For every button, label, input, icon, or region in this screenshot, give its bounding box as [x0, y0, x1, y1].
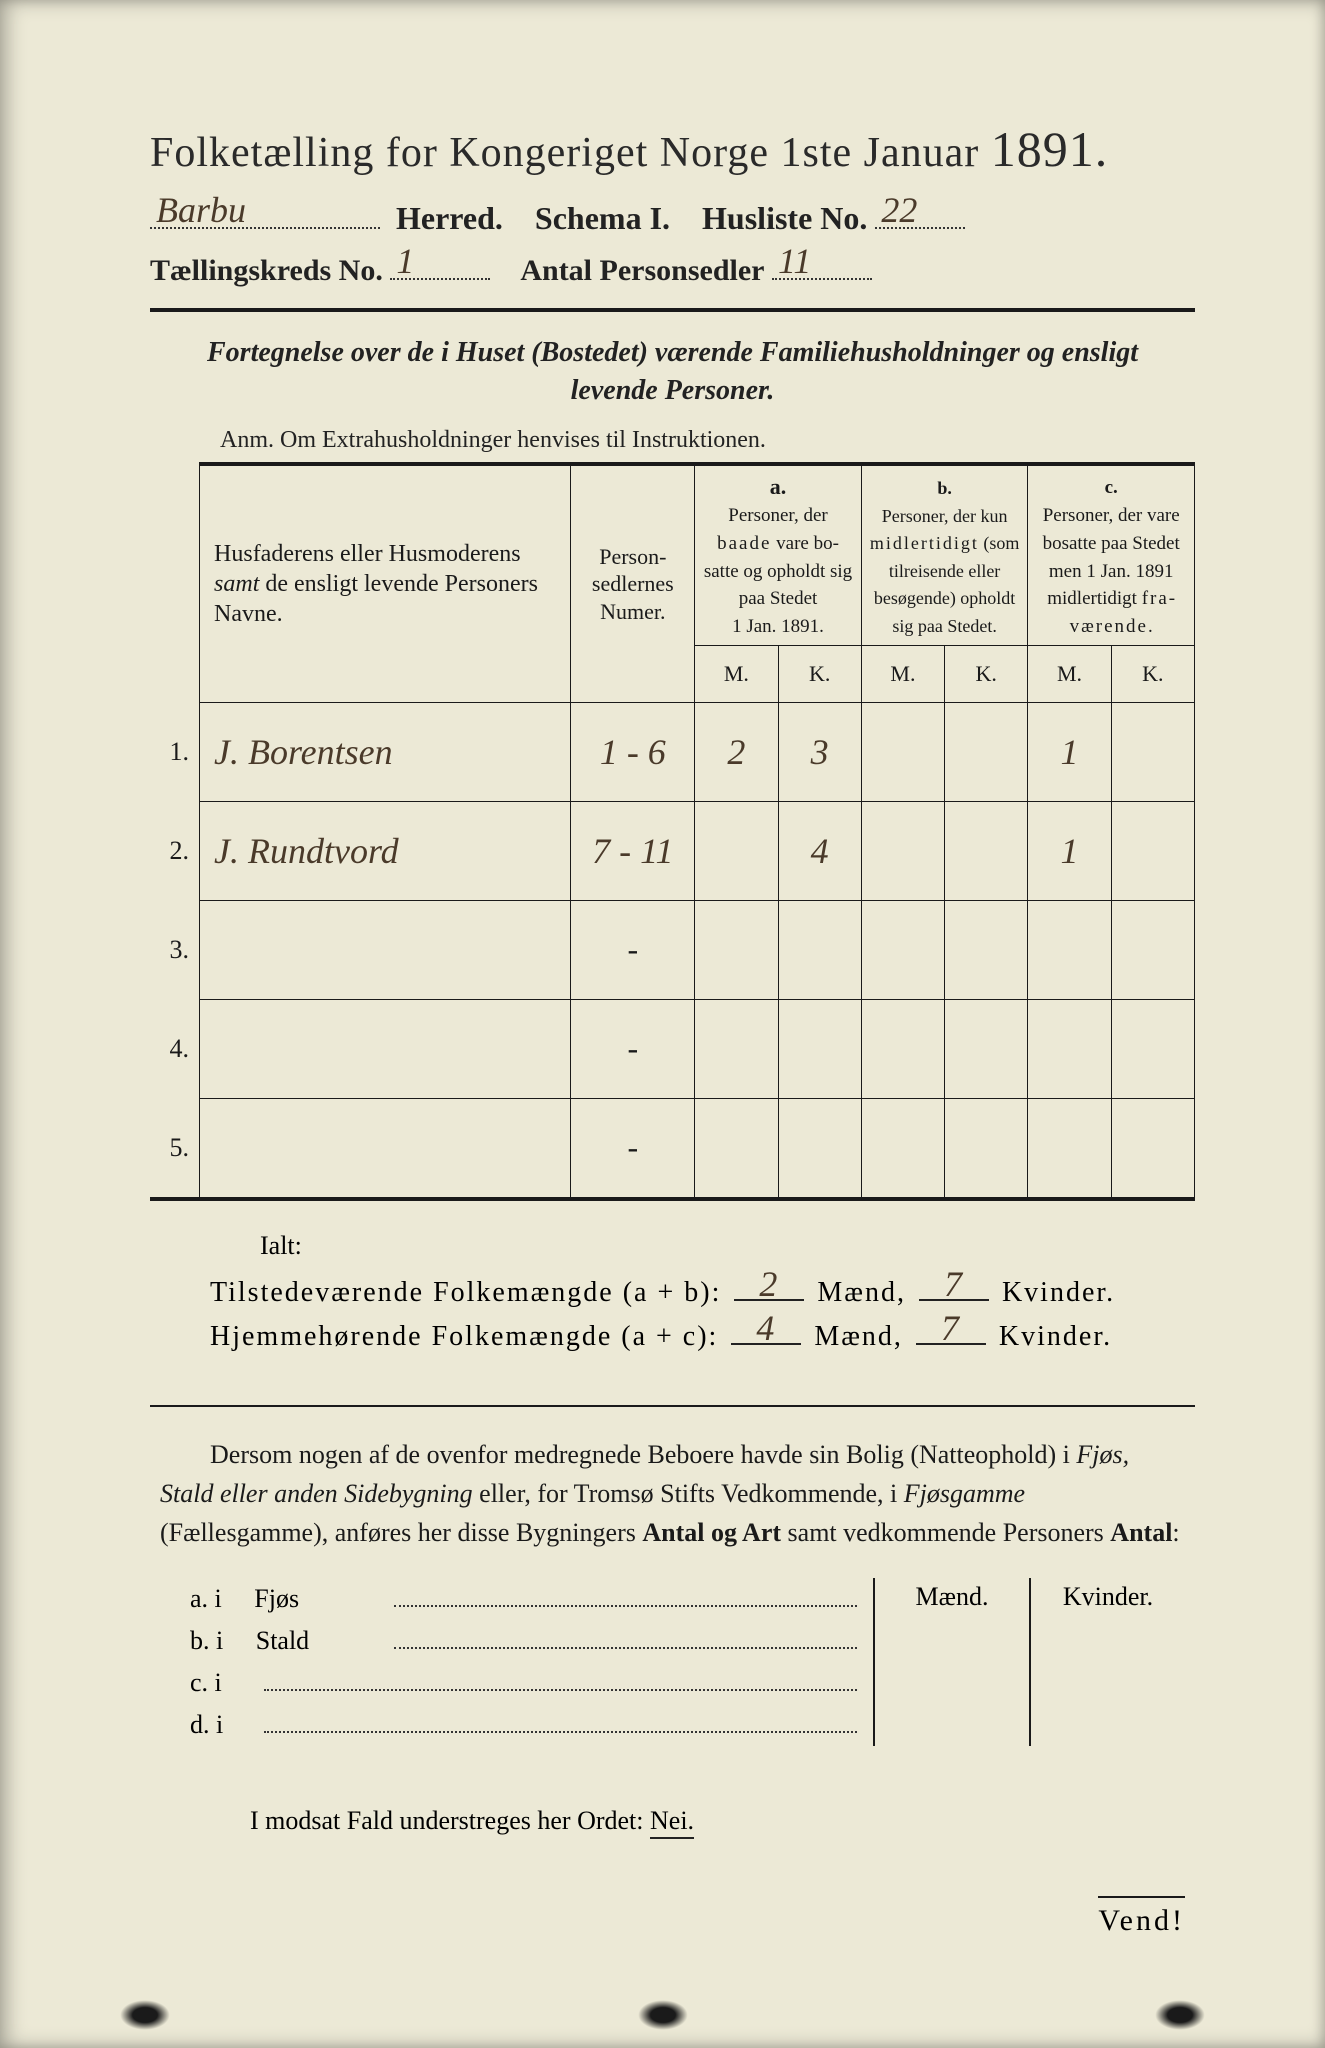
- col-ps: Person­sedler­nesNumer.: [571, 464, 695, 702]
- title-year: 1891.: [991, 121, 1109, 177]
- table-body: 1. J. Borentsen 1 - 6 2 3 1 2. J. Rundtv…: [150, 702, 1195, 1199]
- row-a: a. i Fjøs: [160, 1578, 857, 1620]
- total-present: Tilstedeværende Folkemængde (a + b): 2 M…: [210, 1271, 1195, 1309]
- divider-2: [150, 1405, 1195, 1407]
- col-b-k: K.: [945, 645, 1028, 702]
- present-men: 2: [734, 1271, 804, 1301]
- kreds-field: 1: [390, 251, 490, 280]
- sidebygning-paragraph: Dersom nogen af de ovenfor medregnede Be…: [160, 1435, 1185, 1552]
- binding-hole-icon: [1155, 2000, 1205, 2030]
- table-row: 5. -: [150, 1098, 1195, 1199]
- col-a: a. Personer, der baade vare bo­satte og …: [695, 464, 862, 645]
- household-table: Husfaderens eller Husmode­rens samt de e…: [150, 462, 1195, 1201]
- table-row: 1. J. Borentsen 1 - 6 2 3 1: [150, 702, 1195, 801]
- anm-note: Anm. Om Extrahusholdninger henvises til …: [220, 427, 1195, 454]
- table-row: 3. -: [150, 900, 1195, 999]
- col-b: b.Personer, der kun midler­tidigt (som t…: [861, 464, 1028, 645]
- ialt-label: Ialt:: [260, 1231, 1195, 1261]
- subtitle: Fortegnelse over de i Huset (Bostedet) v…: [160, 334, 1185, 410]
- schema-label: Schema I.: [535, 200, 670, 236]
- mk-men-cell: [875, 1622, 1029, 1746]
- present-women: 7: [919, 1271, 989, 1301]
- form-title: Folketælling for Kongeriget Norge 1ste J…: [150, 120, 1195, 178]
- herred-label: Herred.: [396, 200, 503, 236]
- herred-value: Barbu: [156, 189, 246, 231]
- row-d: d. i: [160, 1704, 857, 1746]
- name-value: J. Rundtvord: [214, 831, 399, 871]
- total-resident: Hjemmehørende Folkemængde (a + c): 4 Mæn…: [210, 1315, 1195, 1353]
- mk-women-label: Kvinder.: [1029, 1578, 1185, 1622]
- table-row: 4. -: [150, 999, 1195, 1098]
- binding-hole-icon: [638, 2000, 688, 2030]
- col-c-m: M.: [1028, 645, 1111, 702]
- sidebygning-table: a. i Fjøs b. i Stald c. i d. i Mænd. Kvi…: [160, 1578, 1185, 1746]
- mk-men-label: Mænd.: [875, 1578, 1029, 1622]
- nei-line: I modsat Fald understreges her Ordet: Ne…: [250, 1806, 1195, 1836]
- sidebygning-left: a. i Fjøs b. i Stald c. i d. i: [160, 1578, 875, 1746]
- antal-label: Antal Personsedler: [520, 254, 764, 287]
- col-names: Husfaderens eller Husmode­rens samt de e…: [200, 464, 571, 702]
- col-c-k: K.: [1111, 645, 1194, 702]
- resident-women: 7: [916, 1315, 986, 1345]
- kreds-label: Tællingskreds No.: [150, 254, 383, 287]
- header-line-2: Barbu Herred. Schema I. Husliste No. 22: [150, 198, 1195, 237]
- census-form-page: Folketælling for Kongeriget Norge 1ste J…: [0, 0, 1325, 2048]
- col-a-k: K.: [778, 645, 861, 702]
- resident-men: 4: [731, 1315, 801, 1345]
- header-line-3: Tællingskreds No. 1 Antal Personsedler 1…: [150, 251, 1195, 288]
- husliste-value: 22: [881, 189, 917, 231]
- herred-field: Barbu: [150, 198, 380, 229]
- table-row: 2. J. Rundtvord 7 - 11 4 1: [150, 801, 1195, 900]
- husliste-field: 22: [875, 198, 965, 229]
- row-b: b. i Stald: [160, 1620, 857, 1662]
- binding-hole-icon: [120, 2000, 170, 2030]
- sidebygning-right: Mænd. Kvinder.: [875, 1578, 1185, 1746]
- vend-label: Vend!: [1098, 1896, 1185, 1938]
- mk-women-cell: [1029, 1622, 1185, 1746]
- kreds-value: 1: [396, 240, 414, 282]
- husliste-label: Husliste No.: [702, 200, 867, 236]
- antal-value: 11: [778, 240, 811, 282]
- title-text: Folketælling for Kongeriget Norge 1ste J…: [150, 130, 979, 176]
- col-b-m: M.: [861, 645, 944, 702]
- antal-field: 11: [772, 251, 872, 280]
- col-c: c.Personer, der vare bosatte paa Stedet …: [1028, 464, 1195, 645]
- name-value: J. Borentsen: [214, 732, 393, 772]
- col-a-m: M.: [695, 645, 778, 702]
- nei-word: Nei.: [650, 1806, 694, 1839]
- divider-1: [150, 308, 1195, 312]
- row-c: c. i: [160, 1662, 857, 1704]
